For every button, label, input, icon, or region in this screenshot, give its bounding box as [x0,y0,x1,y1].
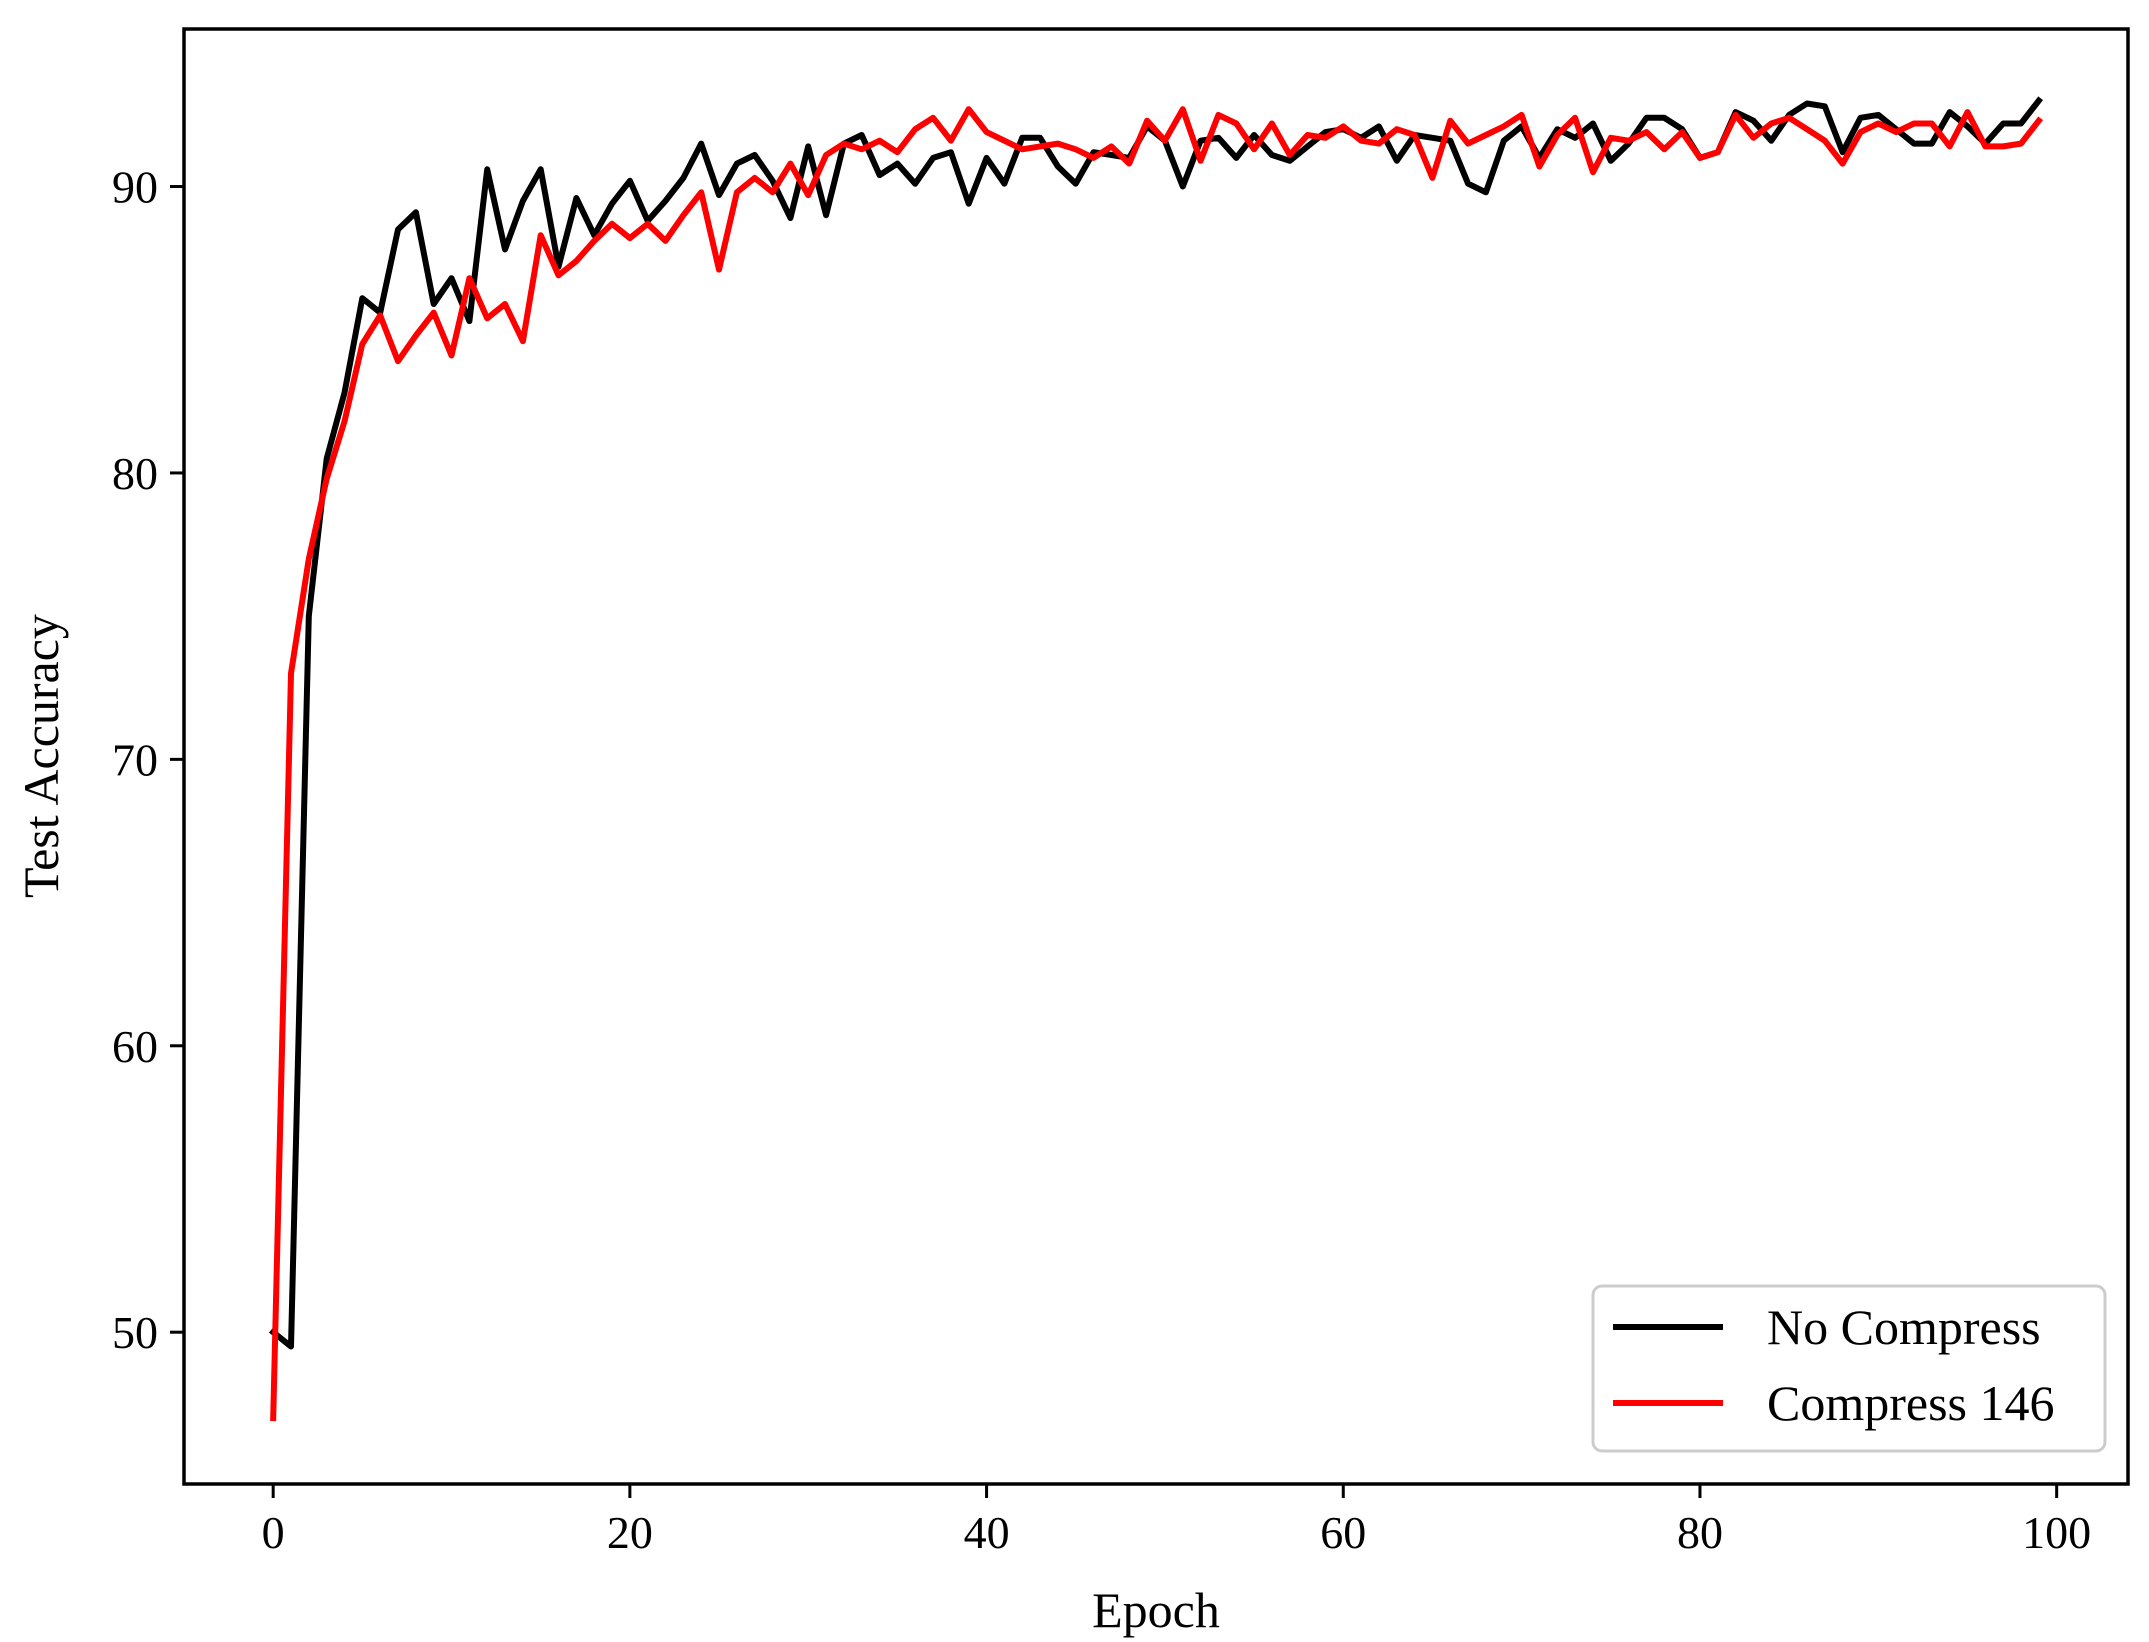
y-tick-label: 90 [112,162,158,213]
x-tick-label: 80 [1677,1507,1723,1558]
x-tick-label: 20 [607,1507,653,1558]
y-axis-ticks: 50 60 70 80 90 [112,162,184,1358]
plot-frame [182,27,2130,1486]
legend-label-no-compress: No Compress [1767,1299,2041,1355]
x-axis-label: Epoch [1092,1582,1220,1638]
legend: No Compress Compress 146 [1591,1284,2107,1453]
y-tick-label: 60 [112,1021,158,1072]
x-tick-label: 60 [1320,1507,1366,1558]
y-axis-label: Test Accuracy [13,614,69,898]
series-line-1 [270,106,2044,1422]
legend-label-compress-146: Compress 146 [1767,1375,2055,1431]
x-tick-label: 100 [2022,1507,2091,1558]
y-tick-label: 50 [112,1307,158,1358]
x-tick-label: 40 [964,1507,1010,1558]
plot-lines [268,96,2044,1422]
x-axis-ticks: 0 20 40 60 80 100 [262,1484,2091,1558]
y-tick-label: 70 [112,734,158,785]
y-tick-label: 80 [112,448,158,499]
x-tick-label: 0 [262,1507,285,1558]
